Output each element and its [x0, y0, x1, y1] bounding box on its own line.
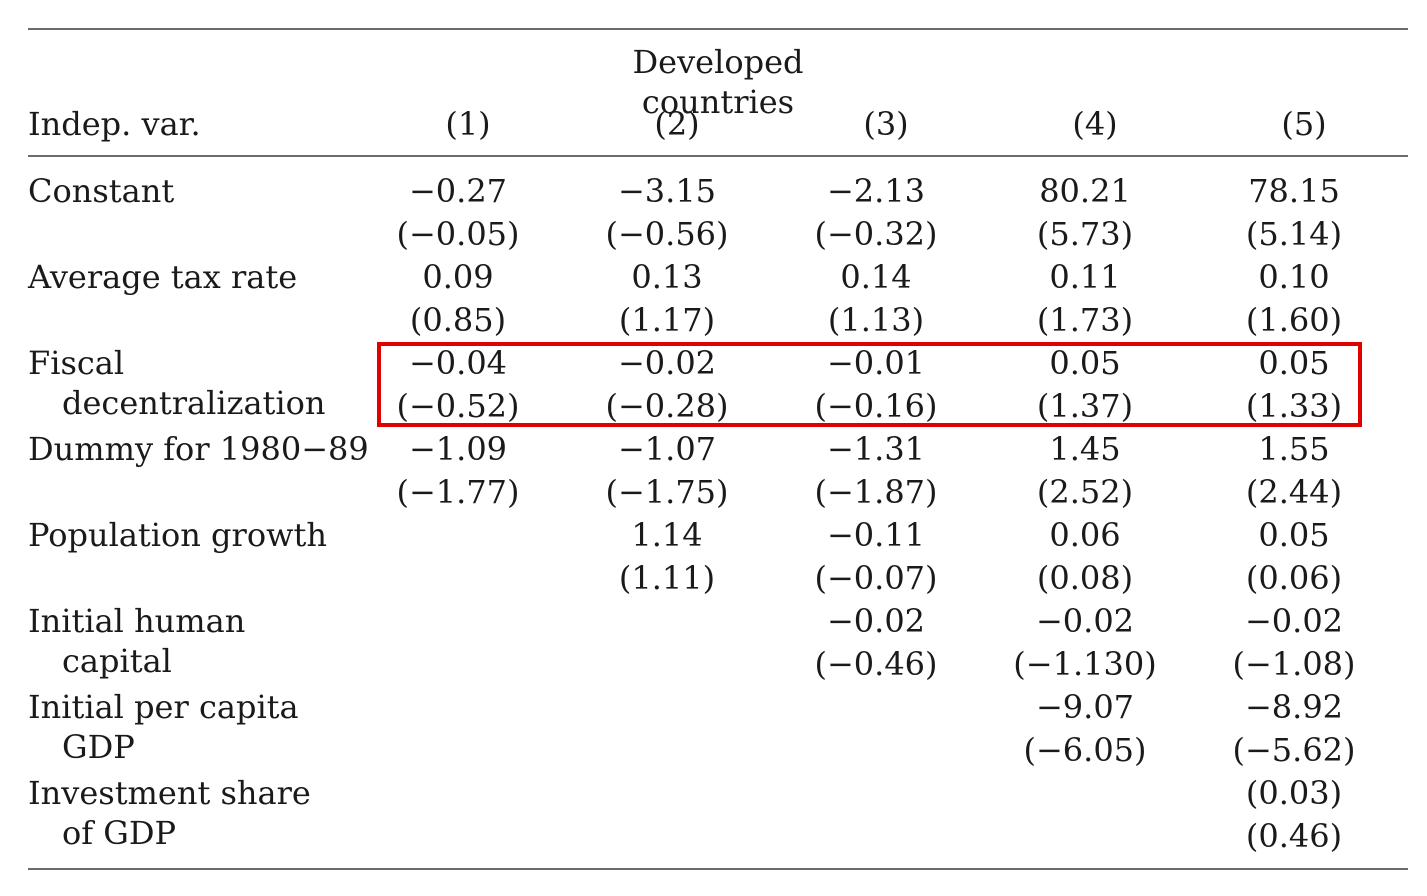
row-label-continuation: decentralization: [62, 384, 326, 422]
row-label-continuation: capital: [62, 642, 172, 680]
top-rule: [28, 28, 1408, 30]
coefficient-cell: 0.13: [631, 258, 703, 296]
tstat-cell: (1.73): [1036, 301, 1134, 339]
tstat-cell: (−0.46): [814, 645, 938, 683]
tstat-cell: (−6.05): [1023, 731, 1147, 769]
coefficient-cell: 80.21: [1039, 172, 1131, 210]
tstat-cell: (0.06): [1245, 559, 1343, 597]
coefficient-cell: 0.10: [1258, 258, 1330, 296]
bottom-rule: [28, 868, 1408, 870]
row-label-line: Average tax rate: [28, 258, 298, 296]
tstat-cell: (1.37): [1036, 387, 1134, 425]
tstat-cell: (−1.77): [396, 473, 520, 511]
row-label: Fiscal decentralization: [28, 343, 326, 423]
coefficient-cell: 0.11: [1049, 258, 1121, 296]
tstat-cell: (−0.52): [396, 387, 520, 425]
coefficient-cell: 0.06: [1049, 516, 1121, 554]
tstat-cell: (2.44): [1245, 473, 1343, 511]
row-label-line: Dummy for 1980−89: [28, 430, 369, 468]
coefficient-cell: −3.15: [617, 172, 717, 210]
column-header-3: (3): [863, 105, 909, 143]
coefficient-cell: −0.04: [408, 344, 508, 382]
coefficient-cell: 0.14: [840, 258, 912, 296]
tstat-cell: (0.08): [1036, 559, 1134, 597]
coefficient-cell: −0.27: [408, 172, 508, 210]
coefficient-cell: −1.31: [826, 430, 926, 468]
tstat-cell: (5.73): [1036, 215, 1134, 253]
coefficient-cell: −0.01: [826, 344, 926, 382]
coefficient-cell: −0.02: [1244, 602, 1344, 640]
coefficient-cell: (0.03): [1245, 774, 1343, 812]
tstat-cell: (1.13): [827, 301, 925, 339]
tstat-cell: (−5.62): [1232, 731, 1356, 769]
tstat-cell: (−1.87): [814, 473, 938, 511]
tstat-cell: (−0.32): [814, 215, 938, 253]
highlight-box: [377, 342, 1362, 427]
row-label: Investment share of GDP: [28, 773, 311, 853]
coefficient-cell: −0.02: [826, 602, 926, 640]
tstat-cell: (1.11): [618, 559, 716, 597]
coefficient-cell: −0.11: [826, 516, 926, 554]
row-label-line: Initial per capita: [28, 688, 299, 726]
row-label-continuation: GDP: [62, 728, 135, 766]
table-caption: Developed countries: [632, 43, 804, 121]
coefficient-cell: −8.92: [1244, 688, 1344, 726]
tstat-cell: (1.17): [618, 301, 716, 339]
tstat-cell: (1.33): [1245, 387, 1343, 425]
column-header-2: (2): [654, 105, 700, 143]
tstat-cell: (−0.16): [814, 387, 938, 425]
coefficient-cell: −1.09: [408, 430, 508, 468]
row-label-line: Population growth: [28, 516, 327, 554]
tstat-cell: (−1.75): [605, 473, 729, 511]
row-label: Dummy for 1980−89: [28, 429, 369, 469]
tstat-cell: (0.46): [1245, 817, 1343, 855]
coefficient-cell: 78.15: [1248, 172, 1340, 210]
tstat-cell: (−0.05): [396, 215, 520, 253]
coefficient-cell: −0.02: [617, 344, 717, 382]
coefficient-cell: 1.55: [1258, 430, 1330, 468]
header-rule: [28, 155, 1408, 157]
coefficient-cell: 1.14: [631, 516, 703, 554]
coefficient-cell: 0.05: [1258, 344, 1330, 382]
tstat-cell: (−1.08): [1232, 645, 1356, 683]
tstat-cell: (−0.28): [605, 387, 729, 425]
coefficient-cell: −2.13: [826, 172, 926, 210]
tstat-cell: (−0.07): [814, 559, 938, 597]
coefficient-cell: −9.07: [1035, 688, 1135, 726]
tstat-cell: (2.52): [1036, 473, 1134, 511]
row-label-line: Fiscal: [28, 344, 125, 382]
row-label: Average tax rate: [28, 257, 297, 297]
tstat-cell: (−1.130): [1013, 645, 1157, 683]
row-label: Population growth: [28, 515, 327, 555]
coefficient-cell: −0.02: [1035, 602, 1135, 640]
coefficient-cell: 0.09: [422, 258, 494, 296]
column-header-4: (4): [1072, 105, 1118, 143]
coefficient-cell: 1.45: [1049, 430, 1121, 468]
tstat-cell: (0.85): [409, 301, 507, 339]
tstat-cell: (1.60): [1245, 301, 1343, 339]
coefficient-cell: 0.05: [1258, 516, 1330, 554]
row-label-line: Constant: [28, 172, 175, 210]
row-label-line: Initial human: [28, 602, 246, 640]
coefficient-cell: 0.05: [1049, 344, 1121, 382]
stub-header: Indep. var.: [28, 105, 201, 143]
row-label: Constant: [28, 171, 174, 211]
tstat-cell: (5.14): [1245, 215, 1343, 253]
column-header-5: (5): [1281, 105, 1327, 143]
row-label: Initial human capital: [28, 601, 245, 681]
row-label-continuation: of GDP: [62, 814, 177, 852]
tstat-cell: (−0.56): [605, 215, 729, 253]
coefficient-cell: −1.07: [617, 430, 717, 468]
column-header-1: (1): [445, 105, 491, 143]
row-label: Initial per capita GDP: [28, 687, 299, 767]
row-label-line: Investment share: [28, 774, 311, 812]
